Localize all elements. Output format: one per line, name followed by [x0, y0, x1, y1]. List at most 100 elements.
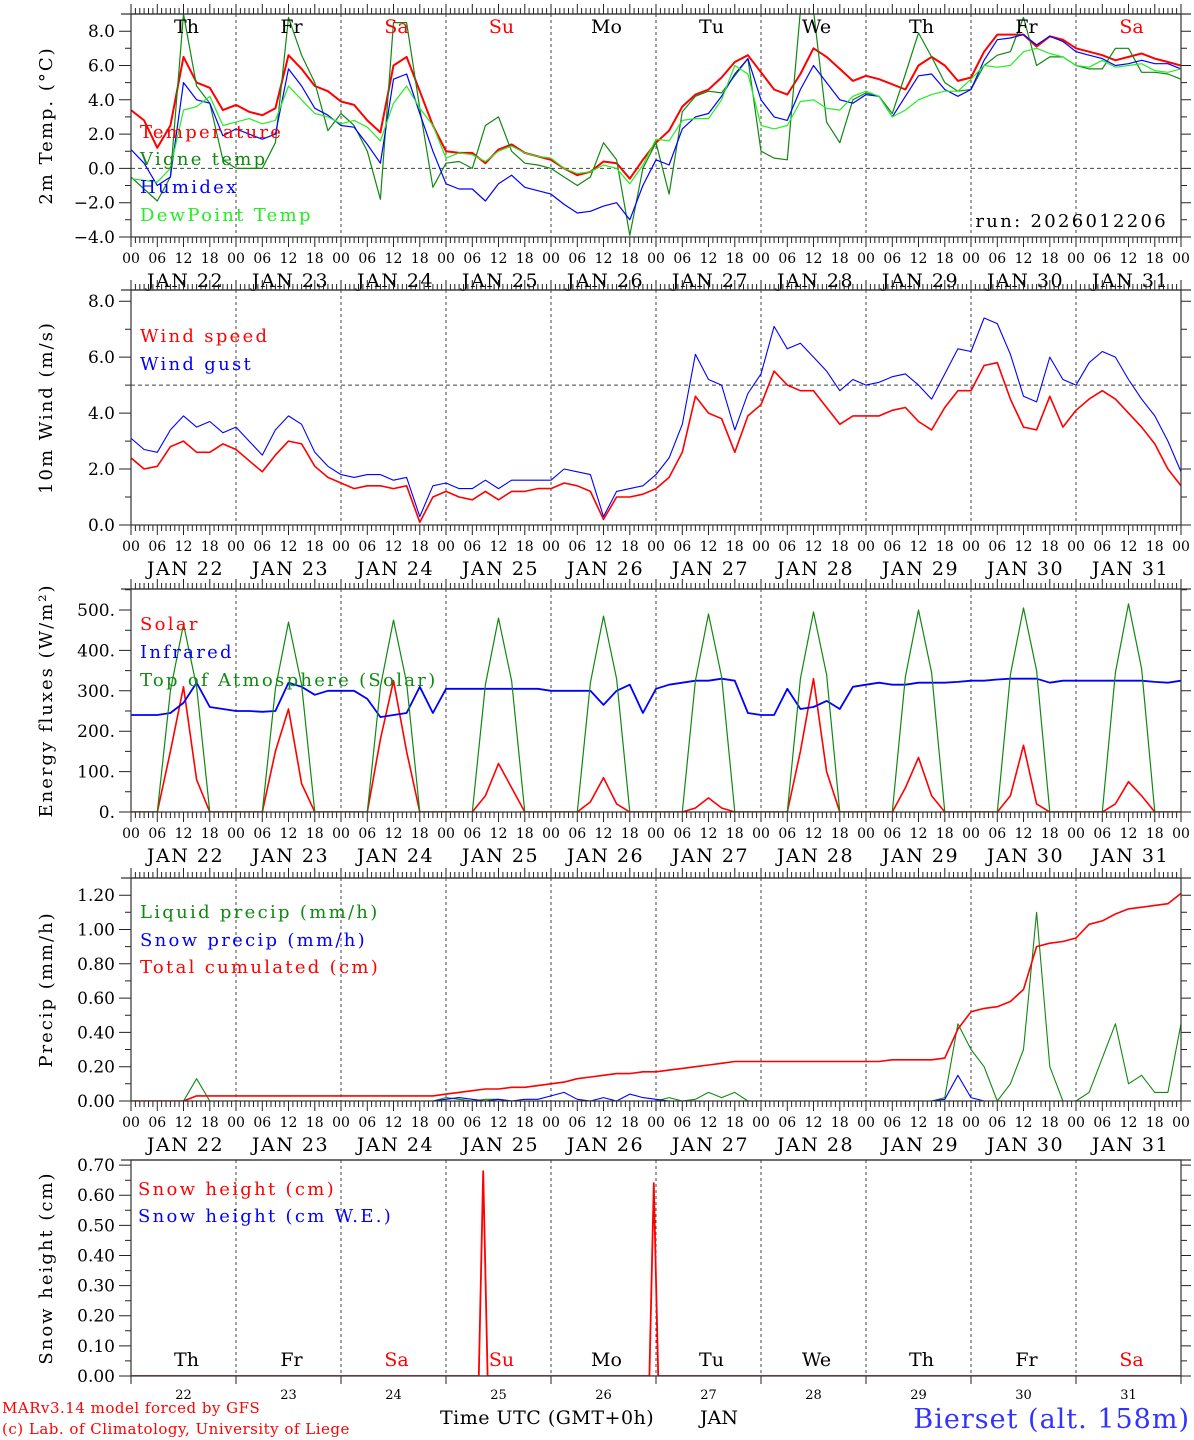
weekday-label: Su [489, 1349, 514, 1371]
hour-tick-label: 18 [726, 826, 744, 842]
hour-tick-label: 18 [201, 1115, 219, 1131]
hour-tick-label: 12 [700, 251, 718, 267]
hour-tick-label: 00 [1172, 251, 1190, 267]
hour-tick-label: 06 [568, 539, 586, 555]
hour-tick-label: 06 [1093, 539, 1111, 555]
hour-tick-label: 00 [227, 251, 245, 267]
panel-2: 00 06 12 18 00 06 12 18 00 06 12 18 00 06 12 18 00 06 12 18… [36, 280, 1191, 580]
y-tick-label: 0.60 [77, 989, 115, 1009]
hour-tick-label: 18 [411, 826, 429, 842]
date-label: JAN 30 [985, 845, 1064, 867]
date-label: JAN 29 [880, 270, 959, 292]
hour-tick-label: 06 [673, 1115, 691, 1131]
hour-tick-label: 12 [700, 826, 718, 842]
y-tick-label: 8.0 [88, 292, 115, 312]
weekday-label: Sa [384, 16, 408, 38]
date-label: JAN 27 [670, 270, 749, 292]
panel-1: 00 06 12 18 00 06 12 18 00 06 12 18 00 06 12 18 00 06 12 18… [36, 4, 1191, 292]
hour-tick-label: 00 [437, 826, 455, 842]
hour-tick-label: 06 [148, 1115, 166, 1131]
hour-tick-label: 18 [306, 251, 324, 267]
date-label: JAN 28 [775, 845, 854, 867]
date-label: JAN 22 [145, 270, 224, 292]
date-label: JAN 31 [1090, 845, 1169, 867]
hour-tick-label: 18 [726, 539, 744, 555]
day-number-label: 31 [1120, 1388, 1137, 1403]
hour-tick-label: 18 [1041, 826, 1059, 842]
day-number-label: 22 [175, 1388, 192, 1403]
date-label: JAN 31 [1090, 270, 1169, 292]
hour-tick-label: 12 [805, 826, 823, 842]
hour-tick-label: 06 [988, 1115, 1006, 1131]
hour-tick-label: 06 [463, 251, 481, 267]
hour-tick-label: 18 [936, 1115, 954, 1131]
hour-tick-label: 00 [227, 826, 245, 842]
series-group [131, 1170, 1181, 1376]
series-line-snow-height-cm- [131, 1170, 1181, 1376]
hour-tick-label: 00 [332, 539, 350, 555]
hour-tick-label: 18 [1146, 539, 1164, 555]
y-tick-label: −4.0 [74, 228, 115, 248]
hour-tick-label: 12 [595, 539, 613, 555]
series-line-solar [131, 677, 1181, 812]
weekday-label: We [802, 1349, 831, 1371]
y-tick-label: 0. [99, 803, 115, 823]
series-group [131, 603, 1181, 812]
y-tick-label: 300. [77, 682, 115, 702]
hour-tick-label: 12 [280, 826, 298, 842]
hour-tick-label: 18 [831, 1115, 849, 1131]
hour-tick-label: 18 [831, 826, 849, 842]
hour-tick-label: 00 [332, 826, 350, 842]
hour-tick-label: 18 [726, 251, 744, 267]
weekday-label: Mo [591, 1349, 622, 1371]
legend-entry: Snow precip (mm/h) [140, 930, 367, 951]
hour-tick-label: 00 [1067, 1115, 1085, 1131]
hour-tick-label: 06 [883, 826, 901, 842]
y-tick-label: 6.0 [88, 56, 115, 76]
hour-tick-label: 06 [778, 826, 796, 842]
x-axis-label-overlap: JAN [698, 1407, 738, 1429]
hour-tick-label: 18 [306, 826, 324, 842]
hour-tick-label: 00 [227, 539, 245, 555]
hour-tick-label: 00 [437, 1115, 455, 1131]
hour-tick-label: 12 [385, 539, 403, 555]
y-tick-label: 200. [77, 722, 115, 742]
day-number-label: 26 [595, 1388, 612, 1403]
hour-tick-label: 06 [673, 539, 691, 555]
hour-tick-label: 18 [516, 539, 534, 555]
weekday-label: We [802, 16, 831, 38]
series-line-wind-gust [131, 317, 1181, 518]
date-label: JAN 28 [775, 1134, 854, 1156]
date-label: JAN 24 [355, 270, 434, 292]
hour-tick-label: 00 [647, 1115, 665, 1131]
hour-tick-label: 18 [306, 539, 324, 555]
date-label: JAN 24 [355, 1134, 434, 1156]
hour-tick-label: 12 [280, 1115, 298, 1131]
hour-tick-label: 12 [385, 826, 403, 842]
hour-tick-label: 12 [805, 539, 823, 555]
date-label: JAN 24 [355, 845, 434, 867]
date-label: JAN 23 [250, 845, 329, 867]
legend-entry: Wind speed [140, 326, 269, 347]
hour-tick-label: 00 [542, 251, 560, 267]
day-number-label: 23 [280, 1388, 297, 1403]
y-tick-label: 1.20 [77, 886, 115, 906]
date-label: JAN 26 [565, 558, 644, 580]
legend-entry: Snow height (cm W.E.) [138, 1206, 393, 1227]
weekday-label: Th [174, 16, 199, 38]
hour-tick-label: 18 [726, 1115, 744, 1131]
legend-entry: DewPoint Temp [140, 205, 313, 226]
y-tick-label: 0.50 [77, 1216, 115, 1236]
legend-entry: Snow height (cm) [138, 1179, 336, 1200]
day-number-label: 28 [805, 1388, 822, 1403]
hour-tick-label: 06 [883, 1115, 901, 1131]
date-label: JAN 29 [880, 1134, 959, 1156]
hour-tick-label: 00 [542, 826, 560, 842]
hour-tick-label: 12 [1120, 1115, 1138, 1131]
hour-tick-label: 00 [647, 826, 665, 842]
hour-tick-label: 12 [490, 539, 508, 555]
hour-tick-label: 12 [490, 826, 508, 842]
y-tick-label: 400. [77, 641, 115, 661]
date-label: JAN 31 [1090, 558, 1169, 580]
y-tick-label: 0.40 [77, 1023, 115, 1043]
